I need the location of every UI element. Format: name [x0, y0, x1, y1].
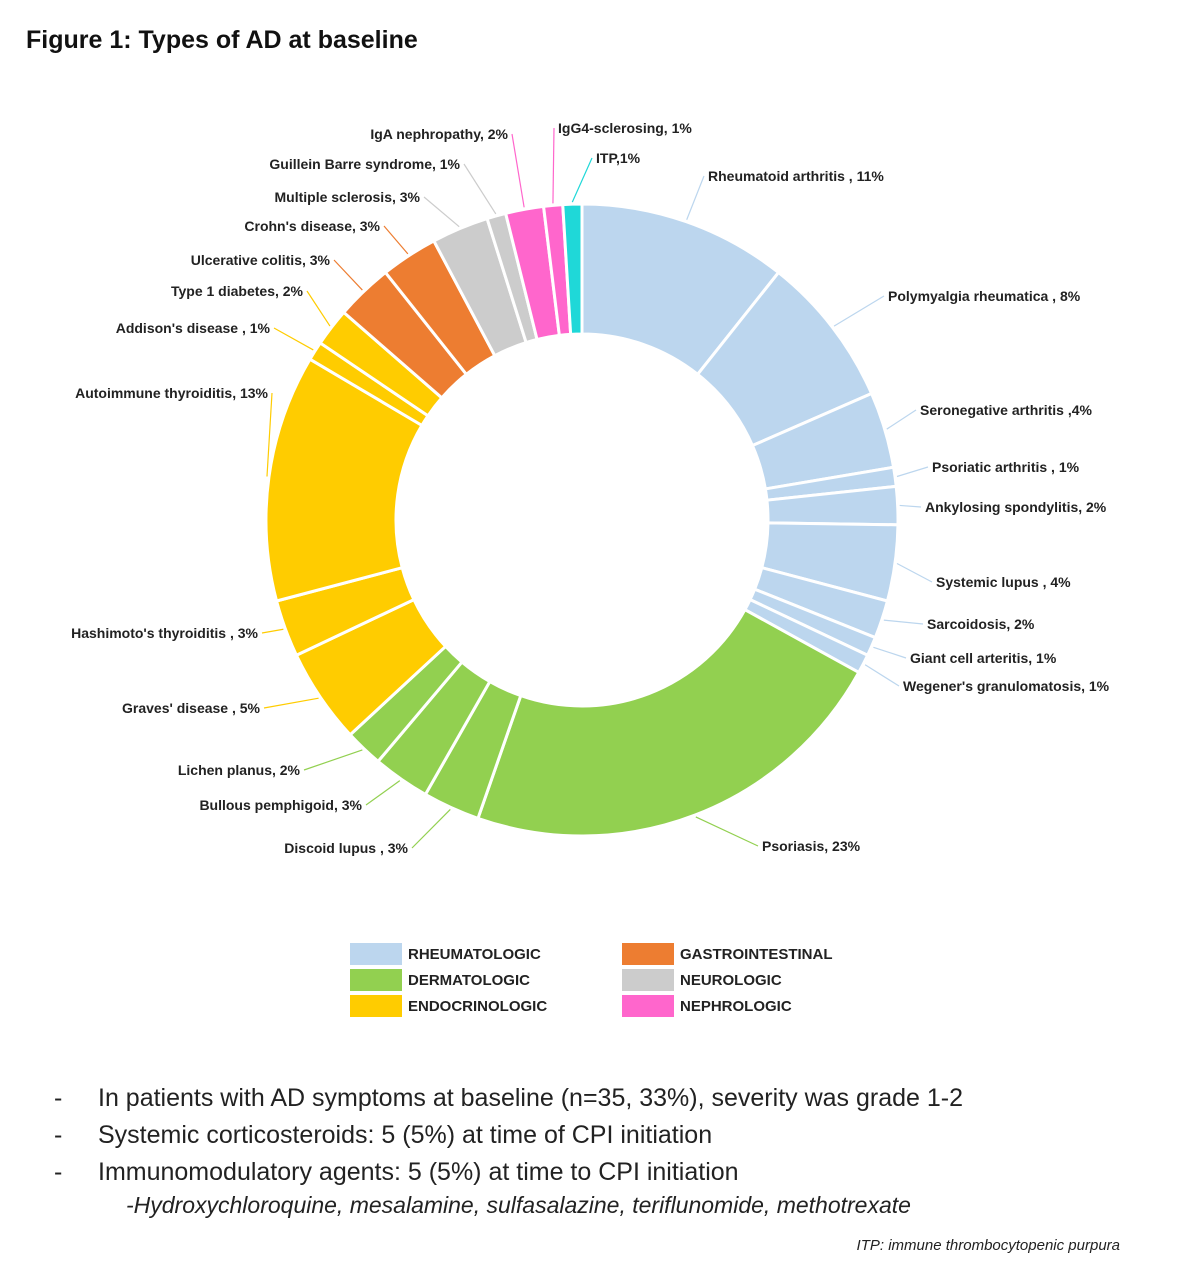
slice-label: Type 1 diabetes, 2% [171, 283, 304, 299]
chart-legend: RHEUMATOLOGIC GASTROINTESTINAL DERMATOLO… [350, 942, 910, 1026]
leader-line [571, 157, 593, 203]
leader-line [833, 295, 885, 327]
legend-label: GASTROINTESTINAL [680, 945, 833, 963]
slice-labels: Rheumatoid arthritis , 11% Polymyalgia rh… [71, 120, 1110, 856]
slice-label: Rheumatoid arthritis , 11% [708, 168, 884, 184]
legend-item-rheumatologic: RHEUMATOLOGIC [350, 942, 541, 966]
leader-line [873, 646, 907, 659]
slice-label: Addison's disease , 1% [116, 320, 271, 336]
slice-label: Autoimmune thyroiditis, 13% [75, 385, 268, 401]
slice-label: Hashimoto's thyroiditis , 3% [71, 625, 258, 641]
legend-swatch [350, 943, 402, 965]
leader-line [896, 562, 933, 583]
leader-line [899, 504, 922, 508]
slice-label: Graves' disease , 5% [122, 700, 261, 716]
slice-label: Wegener's granulomatosis, 1% [903, 678, 1110, 694]
leader-lines [261, 127, 933, 849]
leader-line [273, 327, 314, 351]
slice-label: ITP,1% [596, 150, 641, 166]
slice-label: Ankylosing spondylitis, 2% [925, 499, 1107, 515]
slice-label: Discoid lupus , 3% [284, 840, 408, 856]
slice-label: Bullous pemphigoid, 3% [199, 797, 362, 813]
slice-label: Sarcoidosis, 2% [927, 616, 1035, 632]
legend-label: RHEUMATOLOGIC [408, 945, 541, 963]
slice-label: Crohn's disease, 3% [244, 218, 380, 234]
note-item: - In patients with AD symptoms at baselin… [54, 1084, 964, 1112]
leader-line [266, 392, 273, 477]
slice-label: Ulcerative colitis, 3% [191, 252, 331, 268]
note-text: In patients with AD symptoms at baseline… [98, 1084, 964, 1112]
legend-label: DERMATOLOGIC [408, 971, 530, 989]
slice-label: IgG4-sclerosing, 1% [558, 120, 692, 136]
legend-swatch [622, 995, 674, 1017]
slice-label: Guillein Barre syndrome, 1% [269, 156, 460, 172]
legend-label: ENDOCRINOLOGIC [408, 997, 548, 1015]
slice-label: Psoriasis, 23% [762, 838, 861, 854]
note-item: - Systemic corticosteroids: 5 (5%) at tim… [54, 1121, 713, 1149]
agents-sublist: -Hydroxychloroquine, mesalamine, sulfasa… [126, 1192, 911, 1218]
slice-label: Systemic lupus , 4% [936, 574, 1071, 590]
slice-label: Multiple sclerosis, 3% [275, 189, 421, 205]
donut-chart: Rheumatoid arthritis , 11% Polymyalgia rh… [71, 120, 1110, 856]
leader-line [886, 409, 917, 430]
legend-item-endocrinologic: ENDOCRINOLOGIC [350, 994, 547, 1018]
legend-item-neurologic: NEUROLOGIC [622, 968, 782, 992]
leader-line [896, 466, 929, 478]
legend-swatch [622, 943, 674, 965]
leader-line [686, 175, 705, 220]
notes-list: - In patients with AD symptoms at baselin… [50, 1080, 1150, 1191]
leader-line [883, 619, 924, 625]
leader-line [411, 809, 451, 849]
legend-item-gastrointestinal: GASTROINTESTINAL [622, 942, 833, 966]
leader-line [511, 133, 525, 208]
leader-line [303, 749, 363, 771]
leader-line [333, 259, 363, 291]
slice-label: Lichen planus, 2% [178, 762, 301, 778]
donut-slices [264, 202, 900, 838]
leader-line [261, 628, 284, 634]
leader-line [306, 290, 331, 327]
slice-label: Seronegative arthritis ,4% [920, 402, 1093, 418]
legend-item-nephrologic: NEPHROLOGIC [622, 994, 792, 1018]
note-item: - Immunomodulatory agents: 5 (5%) at time… [54, 1158, 739, 1186]
leader-line [263, 697, 319, 709]
slice-itp [561, 202, 584, 336]
figure-title: Figure 1: Types of AD at baseline [26, 26, 418, 54]
note-text: Systemic corticosteroids: 5 (5%) at time… [98, 1121, 713, 1149]
slice-psoriasis [476, 607, 861, 838]
legend-swatch [622, 969, 674, 991]
leader-line [864, 664, 900, 687]
slice-label: Giant cell arteritis, 1% [910, 650, 1057, 666]
slice-label: IgA nephropathy, 2% [370, 126, 508, 142]
leader-line [552, 127, 555, 204]
leader-line [463, 163, 497, 215]
footnote: ITP: immune thrombocytopenic purpura [856, 1237, 1120, 1254]
slice-label: Polymyalgia rheumatica , 8% [888, 288, 1081, 304]
legend-swatch [350, 995, 402, 1017]
leader-line [383, 225, 409, 255]
leader-line [695, 816, 759, 847]
legend-swatch [350, 969, 402, 991]
legend-label: NEUROLOGIC [680, 971, 782, 989]
slice-label: Psoriatic arthritis , 1% [932, 459, 1080, 475]
legend-item-dermatologic: DERMATOLOGIC [350, 968, 530, 992]
legend-label: NEPHROLOGIC [680, 997, 792, 1015]
leader-line [365, 780, 401, 806]
leader-line [423, 196, 460, 228]
note-text: Immunomodulatory agents: 5 (5%) at time … [98, 1158, 739, 1186]
